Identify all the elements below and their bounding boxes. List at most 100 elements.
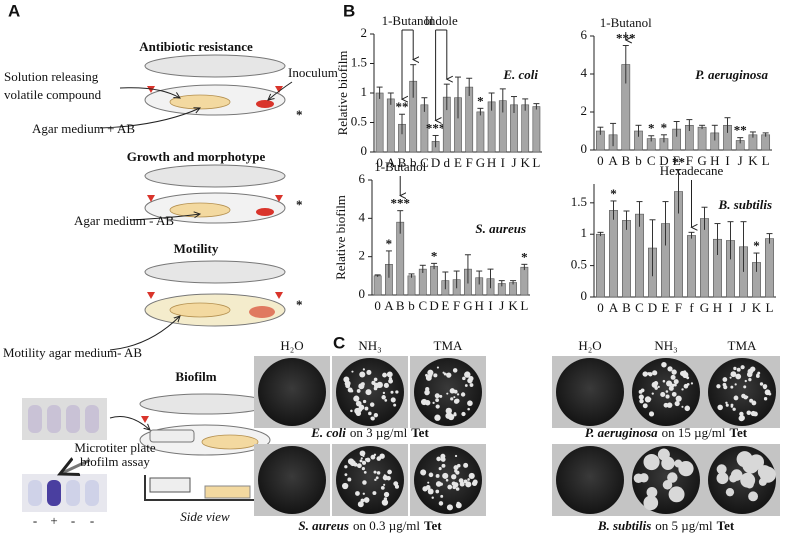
x-tick-label: F [466,155,473,170]
plate-photo [628,444,704,516]
x-tick-label: G [463,298,472,313]
error-bar [749,131,756,138]
colony [435,398,440,402]
colony [355,491,360,496]
x-tick-label: H [710,153,719,168]
drug: Tet [729,425,747,440]
colony [743,385,747,389]
bar [386,98,395,153]
colony [663,402,669,408]
error-bar [487,268,494,289]
colony [647,372,651,376]
error-bar [385,250,392,278]
colony [370,454,376,460]
drug: Tet [411,425,429,440]
x-tick-label: C [647,153,656,168]
colony [730,469,743,481]
colony [461,411,466,417]
colony [661,456,675,470]
section-title: Growth and morphotype [127,149,266,164]
x-tick-label: 0 [376,155,383,170]
chart-title: E. coli [502,67,538,82]
colony [732,407,736,411]
arrow [109,316,180,351]
colony [638,394,644,400]
plate [258,446,326,514]
colony [357,501,364,508]
colony [382,391,386,395]
colony [390,390,394,394]
y-tick-label: 0 [581,288,588,303]
colony [373,413,379,418]
x-tick-label: J [741,300,746,315]
colony [351,462,354,466]
error-bar [762,132,769,137]
colony [347,477,352,482]
x-tick-label: C [418,298,427,313]
significance-label: * [648,121,655,136]
colony [445,478,449,482]
drug: Tet [424,518,442,533]
colony [743,395,748,400]
colony [742,456,760,474]
error-bar [714,223,721,255]
colony [472,479,478,485]
caption: E. coli on 3 µg/ml Tet [310,425,429,440]
colony [443,372,447,376]
colony [716,472,729,485]
colony [362,480,367,485]
chart-title: S. aureus [475,221,526,236]
colony [454,398,460,404]
colony [730,371,737,378]
colony [381,395,386,400]
colony [662,480,673,490]
y-tick-label: 4 [359,209,366,224]
y-tick-label: 1 [581,225,588,240]
colony [722,382,727,387]
colony [746,410,752,416]
plate [336,446,404,514]
error-bar [376,86,383,99]
colony [757,465,772,479]
colony [452,368,458,373]
colony [674,459,683,468]
x-tick-label: E [454,155,462,170]
colony [439,482,443,486]
colony [666,402,673,408]
colony [670,374,676,380]
side-view [144,475,271,501]
error-bar [511,96,517,114]
error-bar [419,264,426,273]
label: Microtiter plate [74,440,155,455]
arrow [119,87,180,98]
colony [652,370,658,376]
error-bar [737,137,744,144]
colony [358,383,365,390]
x-tick-label: 0 [374,298,381,313]
colony [344,465,348,469]
x-tick-label: D [648,300,657,315]
colony [425,387,430,392]
colony [667,366,673,372]
colony [456,463,461,468]
annotation: 1-Butanol [382,13,434,28]
dish [144,54,286,116]
colony [639,398,644,404]
x-tick-label: H [475,298,484,313]
plate-photo [552,356,628,428]
significance-label: * [477,93,484,108]
x-tick-label: I [488,298,492,313]
colony [390,397,396,403]
error-bar [455,76,461,119]
colony [447,484,453,490]
plate-photo [410,356,486,428]
colony [686,376,690,380]
colony [425,373,428,377]
error-bar [374,274,381,277]
y-tick-label: 2 [581,103,588,118]
colony [379,453,385,459]
error-bar [623,210,630,230]
plate-photo [332,356,408,428]
plate [556,446,624,514]
bar [520,266,529,296]
